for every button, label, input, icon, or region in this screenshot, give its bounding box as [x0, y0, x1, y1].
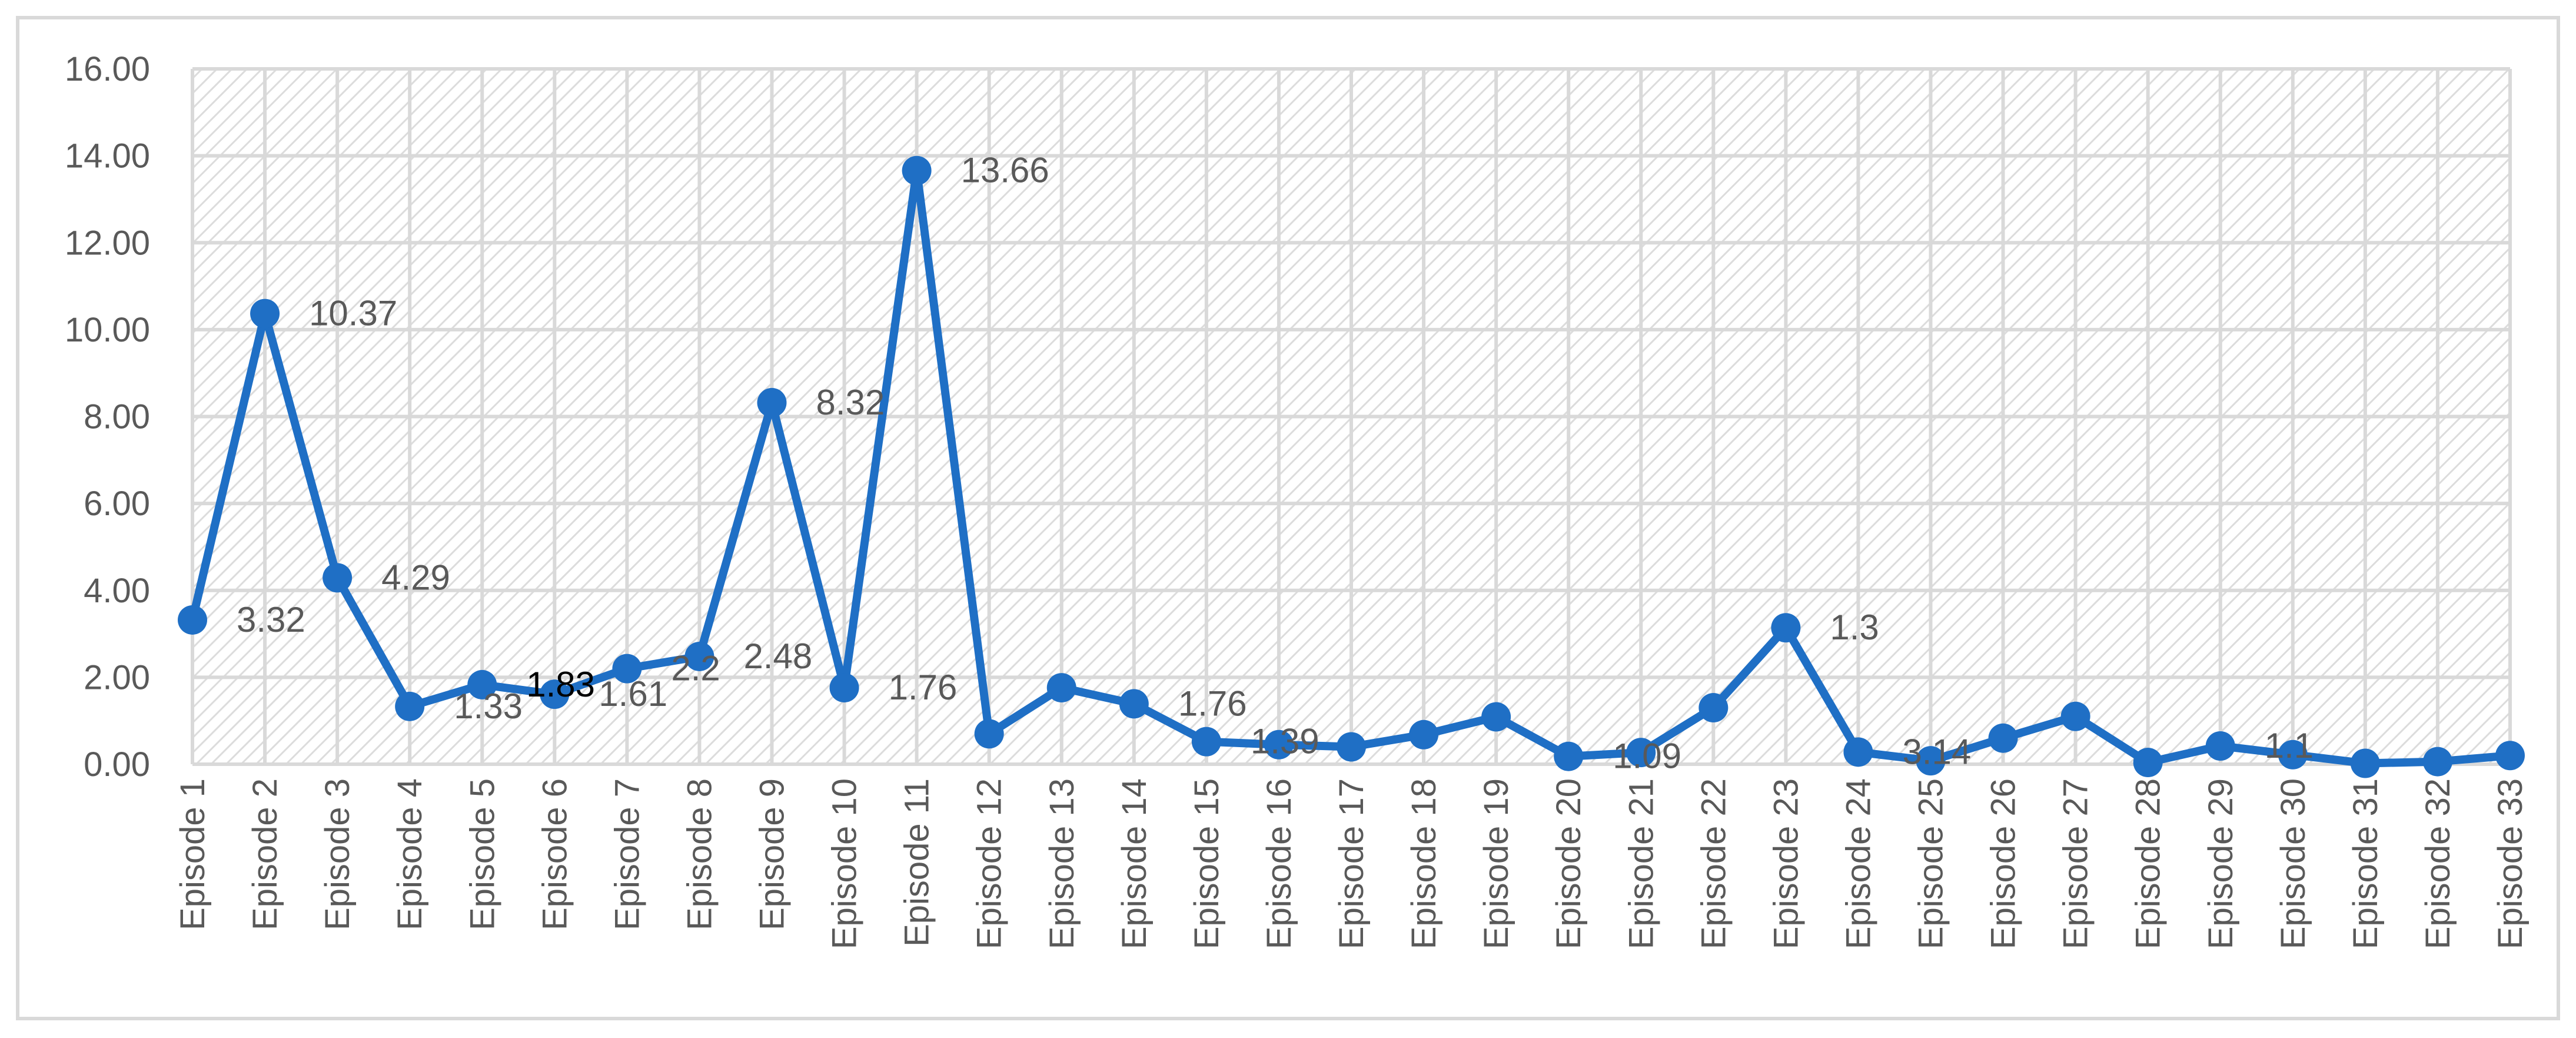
data-point [1191, 727, 1221, 757]
data-point [178, 605, 207, 635]
data-label: 3.32 [237, 600, 305, 639]
data-point [1699, 693, 1729, 723]
data-label: 1.1 [2265, 726, 2314, 765]
data-point [1843, 737, 1873, 767]
data-label: 1.76 [1178, 684, 1247, 723]
x-tick-label: Episode 29 [2202, 778, 2240, 949]
x-tick-label: Episode 3 [318, 778, 357, 930]
data-label: 1.3 [1830, 608, 1879, 647]
data-label: 1.39 [1251, 722, 1319, 761]
x-tick-label: Episode 30 [2274, 778, 2312, 949]
x-tick-label: Episode 26 [1985, 778, 2023, 949]
x-tick-label: Episode 11 [898, 778, 936, 947]
data-label: 4.29 [381, 558, 450, 597]
x-tick-label: Episode 17 [1332, 778, 1371, 949]
data-point [829, 673, 859, 703]
y-tick-label: 14.00 [65, 137, 150, 175]
data-label: 1.33 [454, 687, 523, 726]
x-tick-label: Episode 10 [826, 778, 864, 949]
y-tick-label: 2.00 [84, 658, 150, 697]
y-tick-label: 12.00 [65, 224, 150, 262]
data-point [1626, 738, 1656, 768]
x-tick-label: Episode 20 [1550, 778, 1588, 949]
y-axis-ticks: 0.00 2.00 4.00 6.00 8.00 10.00 12.00 14.00 16.00 [65, 50, 150, 784]
y-tick-label: 16.00 [65, 50, 150, 88]
data-point [2133, 748, 2163, 778]
data-point [1337, 732, 1366, 762]
data-point [1554, 741, 1584, 771]
x-tick-label: Episode 7 [608, 778, 646, 930]
x-tick-label: Episode 28 [2129, 778, 2168, 949]
x-tick-label: Episode 23 [1767, 778, 1805, 949]
data-point [2205, 731, 2235, 761]
data-point [2495, 741, 2525, 771]
data-point [684, 641, 714, 671]
data-label: 13.66 [961, 151, 1049, 190]
x-tick-label: Episode 31 [2346, 778, 2385, 949]
x-tick-label: Episode 5 [463, 778, 501, 930]
x-tick-label: Episode 19 [1477, 778, 1515, 949]
data-point [1916, 746, 1946, 776]
x-tick-label: Episode 8 [680, 778, 719, 930]
data-point [395, 691, 425, 721]
data-label: 2.2 [671, 649, 720, 688]
data-label: 10.37 [309, 294, 397, 333]
x-tick-label: Episode 6 [536, 778, 574, 930]
data-point [540, 679, 570, 709]
x-tick-label: Episode 22 [1694, 778, 1733, 949]
x-tick-label: Episode 25 [1912, 778, 1950, 949]
data-point [1988, 723, 2018, 753]
y-tick-label: 10.00 [65, 311, 150, 349]
x-tick-label: Episode 14 [1115, 778, 1154, 949]
gridlines [191, 67, 2512, 766]
data-label: 1.61 [599, 674, 667, 714]
data-point [2350, 748, 2380, 778]
data-label: 3.14 [1902, 732, 1971, 771]
y-tick-label: 6.00 [84, 485, 150, 523]
data-point [902, 155, 932, 185]
data-point [1046, 673, 1076, 703]
x-tick-label: Episode 32 [2419, 778, 2457, 949]
data-point [2278, 739, 2308, 770]
x-tick-label: Episode 12 [970, 778, 1009, 949]
data-point [612, 654, 642, 684]
y-tick-label: 8.00 [84, 398, 150, 436]
data-point [250, 299, 280, 329]
data-point [1409, 719, 1439, 750]
data-label: 1.09 [1613, 737, 1681, 776]
y-tick-label: 4.00 [84, 572, 150, 610]
series [178, 155, 2525, 778]
data-point [2422, 747, 2452, 777]
x-tick-label: Episode 33 [2491, 778, 2530, 949]
x-tick-label: Episode 13 [1043, 778, 1081, 949]
x-axis-ticks: Episode 1 Episode 2 Episode 3 Episode 4 Epis… [174, 778, 2530, 949]
x-tick-label: Episode 1 [174, 778, 212, 930]
data-point [974, 719, 1004, 749]
data-point [1771, 613, 1801, 643]
x-tick-label: Episode 24 [1839, 778, 1877, 949]
x-tick-label: Episode 21 [1622, 778, 1660, 949]
data-point [323, 563, 353, 593]
data-label: 2.48 [743, 636, 812, 676]
x-tick-label: Episode 16 [1260, 778, 1298, 949]
data-point [467, 669, 497, 699]
x-tick-label: Episode 27 [2057, 778, 2095, 949]
y-tick-label: 0.00 [84, 745, 150, 784]
data-point [757, 387, 787, 417]
data-labels: 3.32 10.37 4.29 1.331.83 1.612.2 2.48 8.32 1.76… [237, 151, 2314, 776]
x-tick-label: Episode 9 [753, 778, 792, 930]
x-tick-label: Episode 18 [1405, 778, 1443, 949]
x-tick-label: Episode 15 [1188, 778, 1226, 949]
x-tick-label: Episode 2 [246, 778, 284, 930]
data-label: 1.76 [889, 668, 958, 707]
x-tick-label: Episode 4 [391, 778, 429, 930]
data-label: 8.32 [816, 383, 885, 422]
data-point [1264, 729, 1294, 760]
data-point [2060, 701, 2090, 731]
data-point [1481, 702, 1511, 732]
data-point [1119, 689, 1149, 719]
data-label: 1.83 [526, 665, 595, 704]
